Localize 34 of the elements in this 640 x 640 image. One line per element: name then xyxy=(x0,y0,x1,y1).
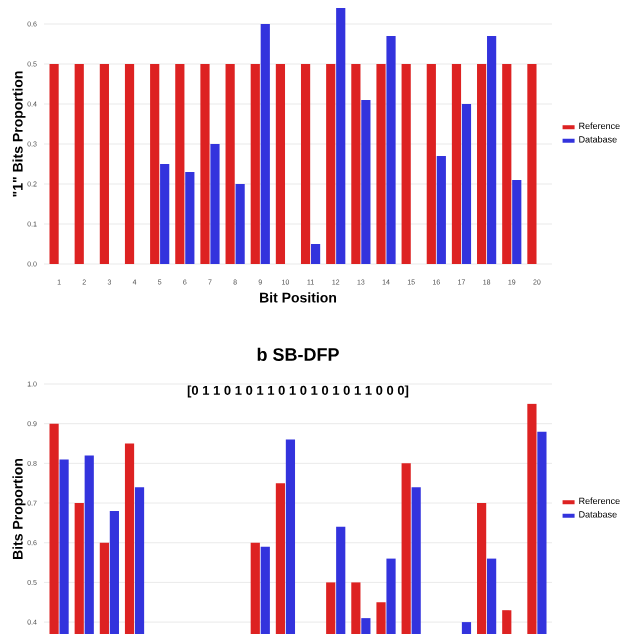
bar xyxy=(376,63,386,264)
bar xyxy=(200,63,210,264)
bar xyxy=(185,171,195,264)
bar xyxy=(451,63,462,264)
bar xyxy=(260,23,270,264)
bar xyxy=(175,63,185,264)
bar xyxy=(124,63,135,264)
bar xyxy=(225,63,235,264)
bar xyxy=(401,63,411,264)
bar xyxy=(235,183,245,264)
bar xyxy=(326,63,336,264)
bar xyxy=(160,163,170,264)
bar xyxy=(361,99,371,264)
bar xyxy=(150,63,160,264)
chart-title: b SB-DFP xyxy=(257,347,339,361)
bar xyxy=(310,243,321,264)
bar xyxy=(436,155,446,264)
bar xyxy=(99,63,109,264)
bar xyxy=(275,63,286,264)
bar xyxy=(351,63,361,264)
bar xyxy=(527,63,537,264)
bar xyxy=(461,103,472,264)
bar xyxy=(502,63,512,264)
bar xyxy=(426,63,436,264)
bar xyxy=(300,63,311,264)
bar xyxy=(74,63,84,264)
bar xyxy=(386,35,396,264)
bar xyxy=(250,63,260,264)
bar xyxy=(487,35,497,264)
bar xyxy=(512,179,522,264)
bar xyxy=(49,63,59,264)
bar xyxy=(336,7,346,264)
bar xyxy=(477,63,487,264)
bar xyxy=(210,143,220,264)
